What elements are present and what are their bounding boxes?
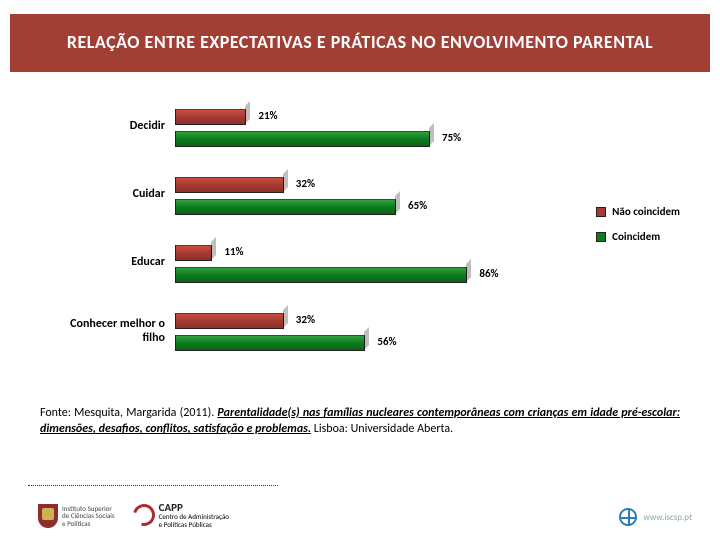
bar-chart: Decidir 21% 75% Cuidar 32% 65% Educar 11… — [60, 95, 640, 375]
legend-item-coincidem: Coincidem — [596, 230, 680, 243]
legend: Não coincidem Coincidem — [596, 205, 680, 255]
iscsp-text: Instituto Superior de Ciências Sociais e… — [62, 505, 115, 527]
legend-item-nao-coincidem: Não coincidem — [596, 205, 680, 218]
globe-icon — [619, 508, 637, 526]
logo-iscsp: Instituto Superior de Ciências Sociais e… — [38, 504, 115, 528]
footer-logos-left: Instituto Superior de Ciências Sociais e… — [38, 502, 229, 528]
ring-icon — [129, 500, 159, 530]
value-label: 86% — [479, 267, 498, 280]
bar-coincidem — [175, 267, 467, 283]
source-citation: Fonte: Mesquita, Margarida (2011). Paren… — [40, 405, 680, 437]
footer: Instituto Superior de Ciências Sociais e… — [0, 485, 720, 540]
category-label: Educar — [45, 255, 165, 269]
value-label: 32% — [296, 177, 315, 190]
bar-coincidem — [175, 199, 396, 215]
source-author: Mesquita, Margarida (2011). — [74, 406, 217, 420]
shield-icon — [38, 504, 58, 528]
logo-capp: CAPP Centro de Administração e Políticas… — [133, 502, 229, 528]
category-label: Decidir — [45, 119, 165, 133]
value-label: 11% — [224, 245, 243, 258]
slide-title: RELAÇÃO ENTRE EXPECTATIVAS E PRÁTICAS NO… — [67, 32, 653, 54]
value-label: 75% — [442, 131, 461, 144]
value-label: 56% — [377, 335, 396, 348]
value-label: 21% — [258, 109, 277, 122]
category-label: Cuidar — [45, 187, 165, 201]
dotted-divider — [28, 485, 278, 486]
category-label: Conhecer melhor o filho — [45, 317, 165, 345]
footer-url: www.iscsp.pt — [619, 508, 692, 526]
swatch-icon — [596, 232, 606, 242]
swatch-icon — [596, 207, 606, 217]
text-line: e Políticas Públicas — [159, 521, 229, 528]
legend-label: Não coincidem — [612, 205, 680, 218]
title-band: RELAÇÃO ENTRE EXPECTATIVAS E PRÁTICAS NO… — [10, 14, 710, 72]
bar-nao-coincidem — [175, 177, 284, 193]
source-suffix: Lisboa: Universidade Aberta. — [311, 422, 453, 436]
value-label: 32% — [296, 313, 315, 326]
bar-coincidem — [175, 131, 430, 147]
bar-nao-coincidem — [175, 245, 212, 261]
bar-nao-coincidem — [175, 109, 246, 125]
text-line: e Políticas — [62, 520, 115, 527]
legend-label: Coincidem — [612, 230, 660, 243]
value-label: 65% — [408, 199, 427, 212]
capp-text: CAPP Centro de Administração e Políticas… — [159, 502, 229, 528]
url-text: www.iscsp.pt — [643, 512, 692, 523]
bar-coincidem — [175, 335, 365, 351]
bar-nao-coincidem — [175, 313, 284, 329]
source-prefix: Fonte: — [40, 406, 74, 420]
